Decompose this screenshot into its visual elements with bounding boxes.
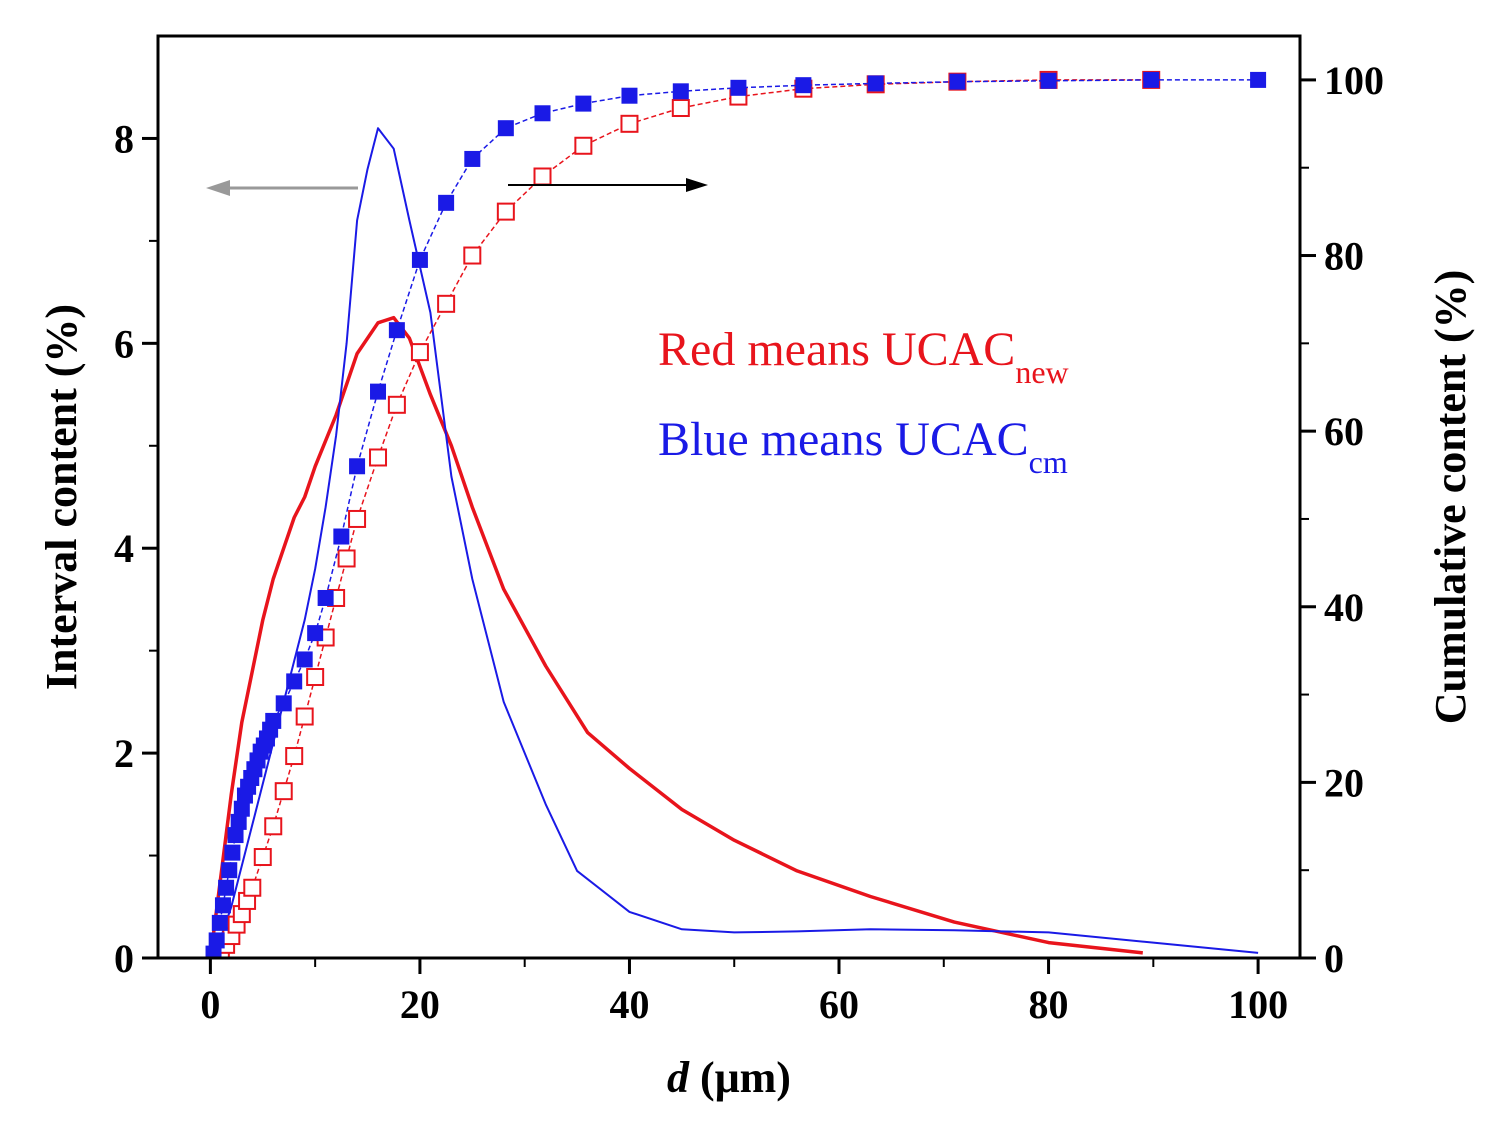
ucaccm-cumulative-point	[227, 827, 244, 844]
ucaccm-cumulative-point	[795, 77, 812, 94]
ucacnew-cumulative-point	[533, 167, 552, 186]
ucaccm-cumulative-point	[411, 251, 428, 268]
ucaccm-interval-line	[209, 127, 1259, 958]
ucacnew-cumulative-point	[671, 99, 690, 118]
left-y-tick-label: 0	[114, 936, 134, 981]
ucacnew-cumulative-point	[285, 747, 304, 766]
series-layer	[205, 70, 1267, 958]
x-tick-label: 0	[200, 982, 220, 1027]
ucaccm-cumulative-point	[221, 862, 238, 879]
ucacnew-cumulative-point	[264, 817, 283, 836]
ucaccm-cumulative-point	[233, 800, 250, 817]
ucacnew-cumulative-point	[348, 509, 367, 528]
ucaccm-cumulative-point	[575, 95, 592, 112]
ucaccm-cumulative-point	[307, 625, 324, 642]
x-tick-label: 60	[819, 982, 859, 1027]
left-y-tick-label: 2	[114, 731, 134, 776]
ucacnew-cumulative-point	[463, 246, 482, 265]
ucaccm-cumulative-point	[286, 673, 303, 690]
left-axis-arrowhead	[206, 180, 230, 196]
annotation-red-text: Red means UCAC	[658, 323, 1015, 376]
axis-arrows	[206, 178, 708, 196]
ucaccm-cumulative-point	[534, 105, 551, 122]
x-tick-label: 80	[1029, 982, 1069, 1027]
ucaccm-cumulative-point	[265, 712, 282, 729]
ucaccm-cumulative-point	[317, 589, 334, 606]
ucaccm-cumulative-point	[464, 150, 481, 167]
ucaccm-cumulative-point	[275, 695, 292, 712]
x-tick-label: 40	[609, 982, 649, 1027]
annotation-blue-sub: cm	[1029, 444, 1068, 480]
ucacnew-cumulative-point	[369, 448, 388, 467]
x-axis-title-italic: d	[667, 1053, 690, 1102]
ucacnew-cumulative-point	[410, 343, 429, 362]
plot-frame	[156, 34, 1302, 960]
ucacnew-cumulative-point	[574, 136, 593, 155]
ucacnew-cumulative-point	[437, 294, 456, 313]
ucaccm-cumulative-point	[214, 897, 231, 914]
x-axis-title-rest: (μm)	[689, 1053, 791, 1102]
ucaccm-cumulative-point	[621, 87, 638, 104]
ucacnew-cumulative-point	[295, 707, 314, 726]
right-y-tick-label: 100	[1324, 58, 1384, 103]
left-y-tick-label: 4	[114, 526, 134, 571]
ucaccm-cumulative-point	[230, 813, 247, 830]
ucaccm-cumulative-point	[218, 879, 235, 896]
ucacnew-cumulative-point	[253, 848, 272, 867]
ucacnew-cumulative-point	[337, 549, 356, 568]
ucaccm-cumulative-point	[867, 75, 884, 92]
ucaccm-cumulative-connector	[212, 79, 1259, 954]
ucacnew-cumulative-point	[243, 878, 262, 897]
ucacnew-cumulative-point	[306, 668, 325, 687]
x-tick-label: 20	[400, 982, 440, 1027]
ucaccm-cumulative-point	[497, 120, 514, 137]
ucaccm-cumulative-point	[296, 651, 313, 668]
left-y-tick-label: 8	[114, 116, 134, 161]
ucacnew-cumulative-point	[274, 782, 293, 801]
annotation-blue-text: Blue means UCAC	[658, 413, 1029, 466]
right-y-tick-label: 40	[1324, 585, 1364, 630]
x-axis-title: d (μm)	[667, 1053, 791, 1102]
right-axis-arrowhead	[686, 178, 708, 192]
ucaccm-cumulative-point	[208, 932, 225, 949]
ucaccm-cumulative-point	[349, 458, 366, 475]
ucaccm-cumulative-point	[438, 194, 455, 211]
right-y-tick-label: 0	[1324, 936, 1344, 981]
ucaccm-cumulative-point	[1040, 72, 1057, 89]
ucaccm-cumulative-point	[224, 844, 241, 861]
annotation-blue: Blue means UCACcm	[658, 413, 1068, 480]
ucacnew-cumulative-point	[387, 395, 406, 414]
left-y-tick-label: 6	[114, 321, 134, 366]
x-tick-label: 100	[1228, 982, 1288, 1027]
ucacnew-cumulative-point	[496, 202, 515, 221]
right-y-tick-label: 80	[1324, 234, 1364, 279]
right-y-tick-label: 20	[1324, 760, 1364, 805]
right-axis-title: Cumulative content (%)	[1426, 270, 1475, 725]
ucaccm-cumulative-point	[949, 73, 966, 90]
ucaccm-cumulative-point	[1143, 71, 1160, 88]
right-y-tick-label: 60	[1324, 409, 1364, 454]
ucaccm-cumulative-point	[388, 322, 405, 339]
annotation-red-sub: new	[1015, 354, 1068, 390]
ucaccm-cumulative-point	[211, 914, 228, 931]
annotation-red: Red means UCACnew	[658, 323, 1069, 390]
ucaccm-cumulative-point	[333, 528, 350, 545]
ucaccm-cumulative-point	[370, 383, 387, 400]
left-axis-title: Interval content (%)	[37, 304, 86, 690]
ucaccm-cumulative-point	[672, 83, 689, 100]
ucaccm-cumulative-point	[205, 945, 222, 958]
ucaccm-cumulative-point	[1250, 71, 1267, 88]
ucaccm-cumulative-point	[730, 79, 747, 96]
ucacnew-cumulative-point	[620, 114, 639, 133]
